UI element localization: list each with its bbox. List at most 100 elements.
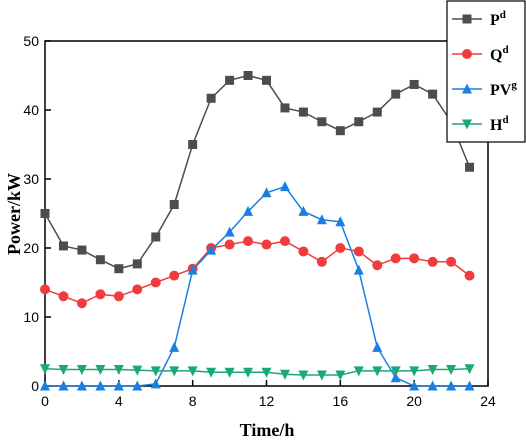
data-point	[464, 364, 475, 375]
data-point	[243, 367, 254, 378]
series-h-d	[40, 364, 475, 381]
data-point	[335, 126, 345, 136]
data-point	[409, 79, 419, 89]
data-point	[298, 205, 309, 216]
x-tick-label: 4	[115, 393, 123, 409]
tick-labels: 0 4 8 12 16 20 24 0 10 20 30 40 50	[23, 33, 496, 409]
data-point	[261, 187, 272, 198]
data-point	[372, 366, 383, 377]
data-point	[40, 284, 50, 295]
y-axis-title: Power/kW	[4, 173, 24, 255]
data-point	[354, 117, 364, 127]
data-point	[316, 256, 327, 267]
data-point	[132, 259, 142, 269]
data-point	[113, 380, 124, 391]
data-point	[169, 366, 180, 377]
data-point	[224, 226, 235, 237]
x-tick-label: 8	[189, 393, 197, 409]
legend-entry: Pd	[452, 9, 506, 29]
data-point	[169, 341, 180, 352]
data-point	[58, 364, 69, 375]
data-point	[150, 378, 161, 389]
data-point	[169, 200, 179, 210]
data-point	[169, 270, 180, 281]
data-point	[464, 380, 475, 391]
data-point	[409, 380, 420, 391]
data-point	[77, 245, 87, 255]
legend-label: PVg	[490, 79, 517, 99]
data-point	[261, 367, 272, 378]
data-point	[298, 246, 309, 257]
data-point	[224, 367, 235, 378]
data-point	[446, 364, 457, 375]
data-point	[95, 380, 106, 391]
data-point	[187, 264, 198, 275]
data-point	[427, 256, 438, 267]
series-line	[44, 240, 470, 305]
legend-entry: PVg	[452, 79, 517, 99]
data-point	[446, 256, 457, 267]
data-point	[95, 289, 106, 300]
legend-marker	[462, 49, 472, 59]
data-point	[279, 181, 290, 192]
series-layer	[40, 71, 475, 391]
data-point	[372, 260, 383, 271]
data-point	[206, 244, 217, 255]
data-point	[76, 380, 87, 391]
data-point	[187, 366, 198, 377]
series-line	[44, 368, 470, 376]
x-tick-label: 24	[480, 393, 496, 409]
data-point	[446, 380, 457, 391]
data-point	[132, 284, 143, 295]
plot-frame	[44, 40, 489, 387]
data-point	[316, 214, 327, 225]
plot-border	[44, 40, 489, 387]
x-tick-label: 12	[259, 393, 275, 409]
data-point	[353, 366, 364, 377]
data-point	[464, 270, 475, 281]
legend-label: Qd	[490, 44, 509, 64]
data-point	[76, 364, 87, 375]
series-line	[45, 185, 470, 387]
y-tick-label: 30	[23, 171, 39, 187]
data-point	[280, 103, 290, 113]
data-point	[317, 117, 327, 127]
data-point	[58, 291, 69, 302]
legend-marker	[462, 119, 472, 130]
legend-box	[446, 0, 526, 143]
data-point	[243, 236, 254, 247]
data-point	[428, 89, 438, 99]
axis-ticks	[44, 40, 489, 387]
data-point	[132, 380, 143, 391]
data-point	[390, 366, 401, 377]
data-point	[113, 364, 124, 375]
data-point	[206, 367, 217, 378]
legend-label: Pd	[490, 9, 506, 29]
data-point	[372, 341, 383, 352]
data-point	[243, 205, 254, 216]
data-point	[58, 241, 68, 251]
data-point	[298, 370, 309, 381]
data-point	[427, 364, 438, 375]
data-point	[353, 246, 364, 257]
legend-entry: Hd	[452, 114, 509, 134]
data-point	[262, 75, 271, 85]
x-tick-label: 20	[406, 393, 422, 409]
y-tick-label: 40	[23, 102, 39, 118]
data-point	[335, 370, 346, 381]
data-point	[113, 291, 124, 302]
data-point	[188, 140, 198, 149]
y-tick-label: 50	[23, 33, 39, 49]
y-tick-label: 20	[23, 240, 39, 256]
x-tick-label: 0	[41, 393, 49, 409]
data-point	[243, 71, 253, 80]
data-point	[76, 298, 87, 309]
data-point	[150, 277, 161, 288]
data-point	[224, 239, 235, 250]
y-tick-label: 0	[31, 378, 39, 394]
data-point	[206, 93, 216, 103]
data-point	[151, 232, 161, 242]
data-point	[279, 236, 290, 247]
data-point	[114, 264, 124, 274]
data-point	[225, 75, 235, 85]
